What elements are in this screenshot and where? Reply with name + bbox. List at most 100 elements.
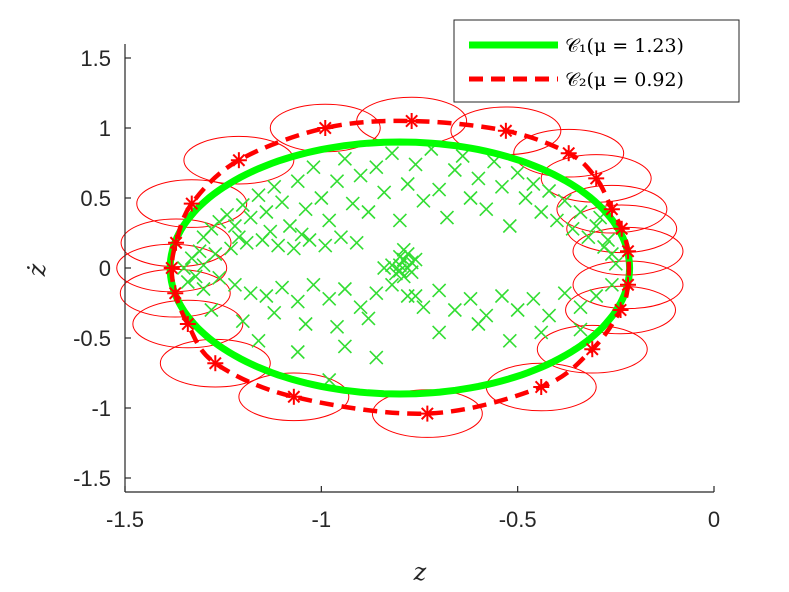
sample-point: [510, 165, 525, 180]
c2-marker: [560, 145, 577, 162]
sample-point: [447, 302, 462, 318]
sample-point: [259, 288, 274, 304]
legend-c1-label: 𝒞₁(μ = 1.23): [565, 35, 684, 57]
sample-point: [223, 241, 239, 256]
x-tick-label: -1: [312, 507, 332, 532]
sample-point: [369, 350, 384, 365]
sample-point: [589, 218, 604, 234]
sample-point: [353, 300, 368, 315]
region-circle: [536, 324, 648, 374]
x-tick-label: -0.5: [499, 507, 537, 532]
sample-point: [494, 288, 510, 304]
sample-point: [275, 280, 290, 295]
sample-point: [235, 314, 250, 329]
sample-point: [298, 316, 313, 332]
sample-point: [408, 252, 423, 267]
sample-point: [526, 176, 541, 192]
region-circle: [136, 179, 248, 228]
sample-point: [196, 258, 211, 273]
sample-point: [176, 260, 191, 276]
axes: -1.5 -1 -0.5 0 1.5 1 0.5 0 -0.5 -1 -1.5: [73, 44, 720, 532]
sample-point: [432, 283, 447, 298]
sample-point: [267, 179, 282, 194]
sample-point: [192, 244, 207, 259]
sample-point: [227, 218, 243, 234]
region-circle: [119, 268, 231, 318]
region-circle: [120, 218, 232, 268]
y-tick-label: -1: [91, 396, 111, 421]
y-axis-title: ż: [23, 263, 51, 277]
sample-point: [271, 238, 286, 253]
x-axis-title: z: [413, 558, 427, 586]
sample-point: [557, 286, 572, 301]
sample-point: [302, 232, 317, 248]
sample-point: [447, 162, 462, 178]
sample-point: [318, 238, 333, 253]
sample-point: [432, 325, 447, 340]
sample-point: [180, 274, 195, 290]
c2-marker: [620, 276, 637, 293]
c2-marker: [612, 302, 629, 318]
sample-point: [384, 277, 400, 292]
region-circle: [513, 128, 625, 178]
sample-point: [565, 221, 580, 236]
sample-point: [306, 277, 321, 292]
y-ticks: 1.5 1 0.5 0 -0.5 -1 -1.5: [73, 46, 131, 491]
sample-point: [463, 190, 478, 206]
sample-point: [502, 333, 517, 348]
x-tick-label: 0: [708, 507, 720, 532]
sample-point: [400, 176, 415, 192]
sample-point: [337, 339, 352, 354]
region-circle: [565, 285, 677, 335]
sample-point: [322, 291, 337, 306]
sample-point: [239, 235, 254, 250]
sample-point: [392, 249, 407, 264]
sample-point: [542, 308, 557, 323]
sample-point: [479, 202, 494, 217]
sample-point: [361, 311, 376, 326]
green-x-markers: [176, 141, 623, 388]
sample-point: [231, 230, 246, 245]
sample-point: [286, 241, 301, 256]
sample-point: [471, 316, 486, 332]
c2-marker: [230, 152, 247, 169]
sample-point: [377, 185, 392, 200]
c2-curve: [169, 118, 632, 417]
sample-point: [290, 294, 305, 309]
sample-point: [510, 302, 525, 318]
sample-point: [455, 148, 470, 164]
c2-marker: [167, 285, 184, 302]
sample-point: [333, 230, 349, 245]
sample-point: [439, 210, 455, 225]
sample-point: [404, 265, 419, 280]
sample-point: [471, 171, 486, 186]
sample-point: [290, 344, 305, 360]
sample-point: [259, 204, 274, 220]
sample-point: [408, 288, 423, 304]
region-circle: [238, 372, 350, 422]
sample-point: [573, 322, 588, 337]
sample-point: [377, 260, 392, 276]
c2-marker: [207, 355, 224, 372]
sample-point: [306, 160, 321, 175]
sample-point: [267, 305, 282, 320]
legend-c2-label: 𝒞₂(μ = 0.92): [565, 69, 684, 91]
x-ticks: -1.5 -1 -0.5 0: [106, 486, 720, 532]
sample-point: [251, 333, 266, 348]
sample-point: [298, 202, 313, 217]
sample-point: [322, 213, 337, 228]
sample-point: [542, 183, 557, 199]
red-circles: [116, 96, 684, 438]
sample-point: [227, 277, 243, 292]
y-tick-label: 1.5: [80, 46, 111, 71]
sample-point: [294, 227, 309, 242]
sample-point: [416, 193, 431, 208]
y-tick-label: -1.5: [73, 466, 111, 491]
y-tick-label: 1: [99, 116, 111, 141]
legend-box: [453, 19, 740, 103]
sample-point: [494, 179, 510, 194]
sample-point: [329, 174, 345, 189]
c2-marker: [403, 113, 420, 129]
sample-point: [282, 218, 297, 234]
c2-marker: [497, 122, 514, 139]
